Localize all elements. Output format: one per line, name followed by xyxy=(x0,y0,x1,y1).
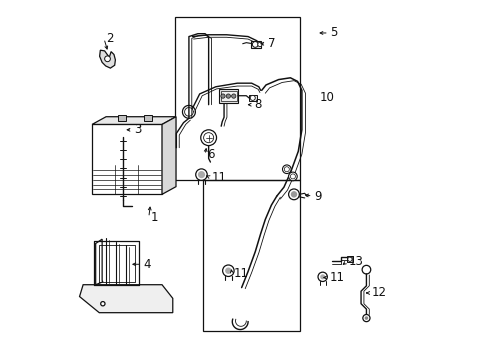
Text: 2: 2 xyxy=(105,32,113,45)
Circle shape xyxy=(250,95,255,100)
Bar xyxy=(248,95,256,101)
Circle shape xyxy=(203,133,213,143)
Circle shape xyxy=(101,302,105,306)
Circle shape xyxy=(226,94,230,98)
Bar xyxy=(143,115,151,121)
Circle shape xyxy=(288,172,297,181)
Text: 5: 5 xyxy=(330,27,337,40)
Circle shape xyxy=(347,257,351,261)
Polygon shape xyxy=(96,239,102,285)
Bar xyxy=(174,17,300,180)
Circle shape xyxy=(317,272,326,282)
Text: 1: 1 xyxy=(150,211,158,224)
Text: 9: 9 xyxy=(314,190,321,203)
Text: 6: 6 xyxy=(206,148,214,161)
Circle shape xyxy=(257,42,262,46)
Text: 12: 12 xyxy=(371,287,386,300)
Circle shape xyxy=(222,265,234,276)
Circle shape xyxy=(362,265,370,274)
Circle shape xyxy=(231,94,235,98)
Bar xyxy=(250,41,260,48)
Circle shape xyxy=(284,167,289,172)
Bar xyxy=(219,89,238,103)
Text: 10: 10 xyxy=(319,91,334,104)
Circle shape xyxy=(221,94,224,98)
Polygon shape xyxy=(100,50,115,68)
Circle shape xyxy=(195,169,207,180)
Polygon shape xyxy=(162,117,176,194)
Text: 7: 7 xyxy=(267,37,275,50)
Text: 8: 8 xyxy=(254,98,261,111)
Text: 13: 13 xyxy=(348,255,363,268)
Circle shape xyxy=(288,189,299,200)
Circle shape xyxy=(201,130,216,145)
Circle shape xyxy=(290,174,295,179)
Text: 4: 4 xyxy=(143,258,151,271)
Text: 11: 11 xyxy=(329,271,344,284)
Circle shape xyxy=(224,267,231,274)
Bar xyxy=(92,125,162,194)
Circle shape xyxy=(290,191,297,198)
Circle shape xyxy=(282,165,290,174)
Bar xyxy=(221,91,236,102)
Text: 11: 11 xyxy=(211,171,226,184)
Bar xyxy=(346,256,352,262)
Circle shape xyxy=(364,316,367,320)
Circle shape xyxy=(362,315,369,321)
Circle shape xyxy=(104,56,110,62)
Circle shape xyxy=(252,41,258,47)
Text: 3: 3 xyxy=(134,123,141,136)
Polygon shape xyxy=(92,117,176,125)
Bar xyxy=(203,180,300,330)
Polygon shape xyxy=(80,285,172,313)
Circle shape xyxy=(320,274,325,279)
Circle shape xyxy=(198,171,204,178)
Bar xyxy=(118,115,125,121)
Text: 11: 11 xyxy=(233,267,248,280)
